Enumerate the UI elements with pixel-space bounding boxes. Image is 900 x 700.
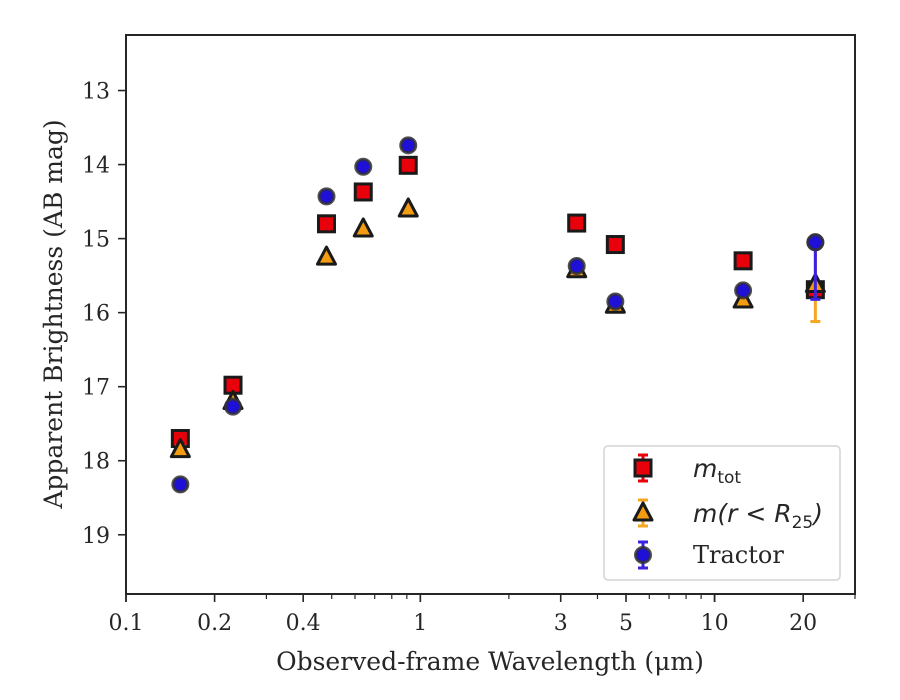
legend-label: Tractor: [693, 541, 784, 569]
y-tick-label: 19: [82, 524, 110, 549]
legend-frame: [603, 445, 841, 581]
y-tick-label: 13: [82, 80, 110, 105]
data-point: [316, 214, 336, 234]
x-tick-label: 3: [554, 611, 568, 636]
y-axis-title: Apparent Brightness (AB mag): [39, 119, 68, 509]
legend-label-subscript: 25: [792, 513, 814, 533]
legend-label: mtot: [693, 454, 741, 488]
y-tick-label: 17: [82, 376, 110, 401]
y-tick-label: 18: [82, 450, 110, 475]
x-axis-title: Observed-frame Wavelength (μm): [276, 647, 704, 676]
data-point: [353, 182, 373, 202]
legend-label-subscript: tot: [717, 468, 741, 488]
x-tick-label: 0.4: [286, 611, 321, 636]
data-point: [352, 217, 374, 238]
data-point: [398, 155, 418, 175]
data-point: [605, 235, 625, 255]
x-tick-label: 1: [413, 611, 427, 636]
data-point: [224, 397, 243, 416]
x-tick-label: 5: [619, 611, 633, 636]
data-point: [567, 213, 587, 233]
data-point: [567, 257, 586, 276]
legend-marker: [632, 501, 654, 522]
data-point: [734, 281, 753, 300]
y-tick-label: 16: [82, 302, 110, 327]
data-point: [399, 136, 418, 155]
data-point: [171, 475, 190, 494]
series-circle: [171, 136, 825, 494]
data-point: [317, 187, 336, 206]
data-point: [354, 157, 373, 176]
data-point: [397, 197, 419, 218]
x-tick-label: 20: [789, 611, 817, 636]
data-point: [606, 292, 625, 311]
y-tick-label: 14: [82, 154, 110, 179]
x-tick-label: 10: [701, 611, 729, 636]
legend-marker: [633, 458, 653, 478]
legend-marker: [634, 546, 652, 564]
data-point: [806, 233, 825, 252]
x-tick-label: 0.1: [109, 611, 144, 636]
data-point: [315, 245, 337, 266]
data-point: [733, 251, 753, 271]
y-axis: 13 14 15 16 17 18 19: [82, 80, 126, 549]
x-tick-label: 0.2: [197, 611, 232, 636]
x-axis: 0.1 0.2 0.4 1 3 5 10 20: [109, 594, 856, 636]
data-point: [169, 438, 191, 459]
legend-label-close: ): [811, 499, 823, 528]
y-tick-label: 15: [82, 228, 110, 253]
data-marks: [169, 136, 826, 494]
